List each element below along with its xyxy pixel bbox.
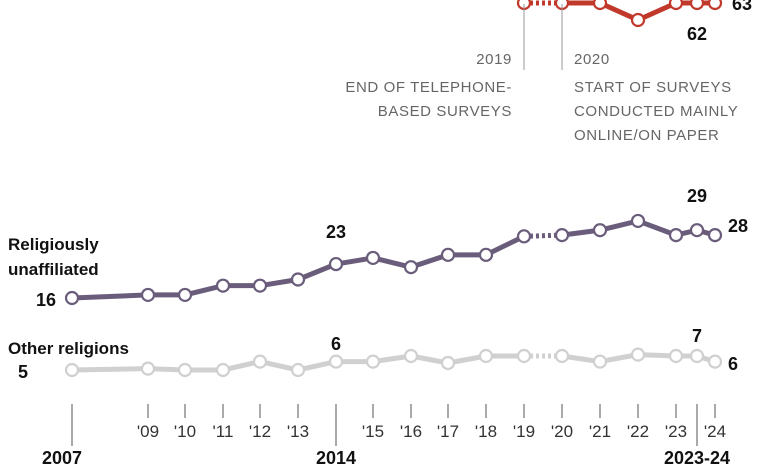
other-religions-point-2010 [177,362,193,378]
other-religions-point-2016 [403,348,419,364]
data-label-unaffiliated-2014: 23 [326,222,346,242]
unaffiliated-point-2023-24 [689,223,705,238]
unaffiliated-point-2023 [668,228,684,243]
top-series-point-2022 [630,12,646,28]
data-label-top-min: 62 [687,24,707,44]
x-tick-label: '22 [627,422,649,441]
unaffiliated-point-2021 [592,223,608,238]
annotation-2019-line2: BASED SURVEYS [378,103,512,120]
x-tick-label: '13 [287,422,309,441]
other-religions-point-2017 [440,355,456,371]
annotation-2020-line3: ONLINE/ON PAPER [574,127,719,144]
top-series-point-2021 [592,0,608,11]
unaffiliated-point-2024 [707,228,723,243]
other-religions-point-2023 [668,348,684,364]
other-religions-point-2012 [252,354,268,369]
series-label-unaffiliated-line1: Religiously [8,235,99,254]
unaffiliated-point-2010 [177,287,193,303]
x-tick-label: '19 [513,422,535,441]
annotation-2020-year: 2020 [574,51,610,68]
other-religions-point-2009 [140,361,156,376]
unaffiliated-point-2015 [365,250,381,266]
x-major-label: 2023-24 [664,448,730,468]
data-label-other-2007: 5 [18,362,28,382]
unaffiliated-point-2014 [328,256,344,272]
other-religions-point-2019 [516,348,532,364]
unaffiliated-point-2018 [478,247,494,262]
other-religions-point-2013 [290,362,306,378]
unaffiliated-point-2016 [403,260,419,275]
data-label-unaffiliated-2023: 29 [687,186,707,206]
other-religions-point-2021 [592,354,608,369]
x-tick-label: '16 [400,422,422,441]
data-label-other-2024: 6 [728,354,738,374]
other-religions-point-2024 [707,354,723,369]
x-axis: '09 '10 '11 '12 '13 '15 '16 '17 '18 '19 '20 '21 '22 '… [42,404,730,468]
unaffiliated-point-2013 [290,272,306,287]
data-label-unaffiliated-2007: 16 [36,290,56,310]
unaffiliated-point-2011 [215,278,231,293]
x-tick-label: '15 [362,422,384,441]
other-religions-point-2015 [365,354,381,369]
annotation-2020-line1: START OF SURVEYS [574,79,732,96]
top-series-point-2023 [668,0,684,11]
annotation-2020-line2: CONDUCTED MAINLY [574,103,738,120]
annotation-2019-line1: END OF TELEPHONE- [345,79,512,96]
unaffiliated-point-2019 [516,229,532,244]
x-tick-label: '20 [551,422,573,441]
x-tick-label: '10 [174,422,196,441]
unaffiliated-point-2007 [64,290,80,306]
x-tick-label: '24 [704,422,726,441]
annotation-2019-year: 2019 [476,51,512,68]
series-label-unaffiliated-line2: unaffiliated [8,260,99,279]
other-religions-point-2020 [554,348,570,364]
other-religions-point-2022 [630,347,646,362]
x-tick-label: '12 [249,422,271,441]
series-label-other-religions: Other religions [8,339,129,358]
x-major-label: 2007 [42,448,82,468]
data-label-other-2014: 6 [331,334,341,354]
x-tick-label: '17 [437,422,459,441]
unaffiliated-point-2020 [554,228,570,243]
unaffiliated-point-2017 [440,247,456,262]
unaffiliated-series-group [64,213,723,306]
other-religions-point-2018 [478,348,494,364]
x-tick-label: '11 [213,422,234,441]
unaffiliated-point-2022 [630,213,646,229]
unaffiliated-point-2012 [252,278,268,293]
data-label-other-2023: 7 [692,326,702,346]
other-religions-point-2014 [328,354,344,369]
top-series-group [516,0,723,28]
other-religions-point-2023-24 [689,348,705,364]
x-tick-label: '21 [589,422,611,441]
x-major-label: 2014 [316,448,356,468]
other-religions-series-group [64,347,723,378]
x-tick-label: '18 [475,422,497,441]
unaffiliated-line [69,233,527,301]
data-label-unaffiliated-2024: 28 [728,216,748,236]
unaffiliated-point-2009 [140,287,156,303]
top-series-point-2024 [707,0,723,11]
other-religions-point-2007 [64,362,80,378]
x-tick-label: '23 [665,422,687,441]
top-series-point-2023-24 [689,0,705,11]
x-tick-label: '09 [137,422,159,441]
data-label-top-2024: 63 [732,0,752,14]
other-religions-point-2011 [215,362,231,378]
